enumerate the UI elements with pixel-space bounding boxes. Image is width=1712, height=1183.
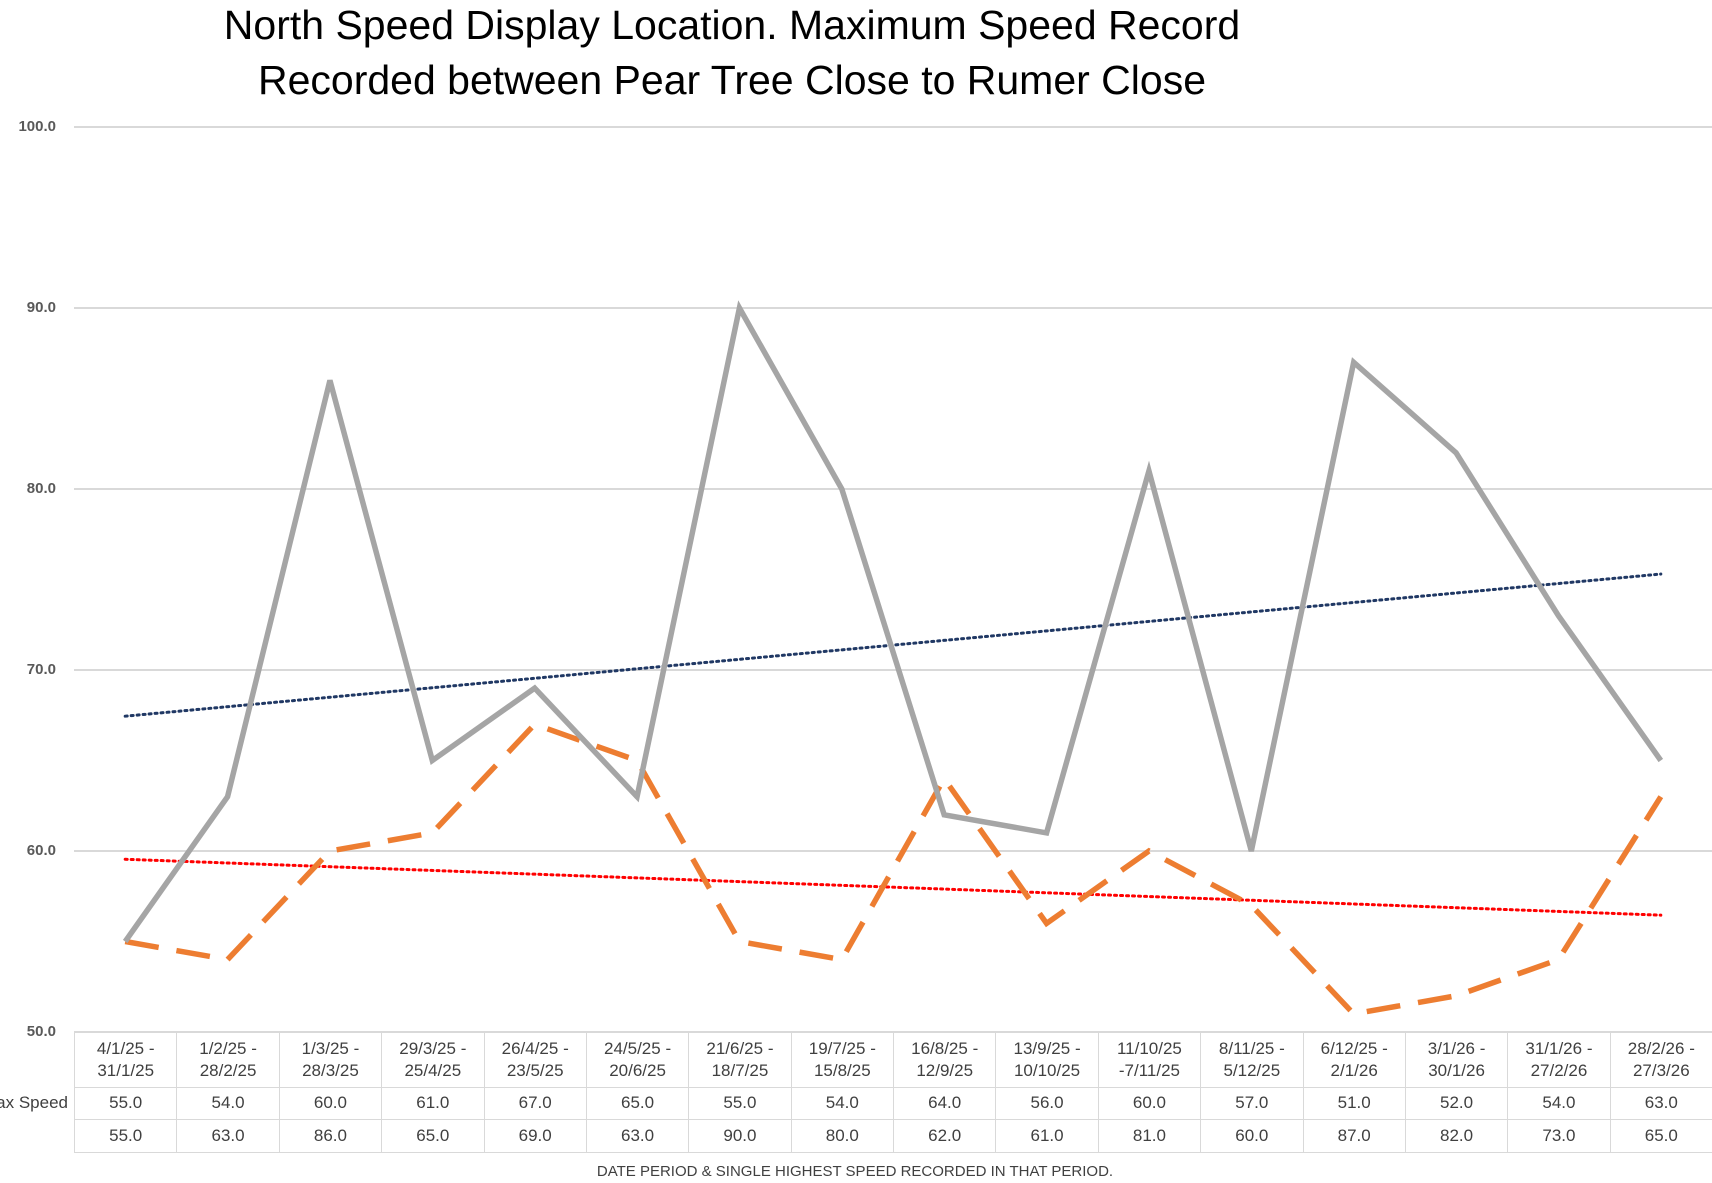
table-value: 65.0: [585, 1087, 690, 1120]
x-tick-label: 4/1/25 - 31/1/25: [74, 1032, 178, 1088]
y-tick-label: 50.0: [27, 1023, 56, 1040]
table-value: 54.0: [176, 1087, 280, 1120]
table-value: 61.0: [995, 1119, 1099, 1153]
table-value: 81.0: [1097, 1119, 1202, 1153]
table-value: 55.0: [74, 1119, 178, 1153]
legend-label: ax Speed: [0, 1093, 68, 1112]
x-tick-label: 16/8/25 - 12/9/25: [893, 1032, 997, 1088]
x-tick-label: 19/7/25 - 15/8/25: [790, 1032, 894, 1088]
table-value: 86.0: [278, 1119, 383, 1153]
table-value: 65.0: [1609, 1119, 1712, 1153]
chart-title: Recorded between Pear Tree Close to Rume…: [258, 57, 1206, 103]
table-value: 63.0: [1609, 1087, 1712, 1120]
x-tick-label: 21/6/25 - 18/7/25: [688, 1032, 792, 1088]
x-tick-label: 1/3/25 - 28/3/25: [278, 1032, 383, 1088]
table-value: 52.0: [1404, 1087, 1509, 1120]
table-value: 63.0: [176, 1119, 280, 1153]
table-value: 69.0: [483, 1119, 587, 1153]
x-axis-label: DATE PERIOD & SINGLE HIGHEST SPEED RECOR…: [597, 1163, 1113, 1180]
table-value: 55.0: [688, 1087, 792, 1120]
x-tick-label: 11/10/25 -7/11/25: [1097, 1032, 1202, 1088]
x-tick-label: 28/2/26 - 27/3/26: [1609, 1032, 1712, 1088]
y-tick-label: 100.0: [18, 118, 56, 135]
table-value: 55.0: [74, 1087, 178, 1120]
y-tick-label: 90.0: [27, 299, 56, 316]
chart-title: North Speed Display Location. Maximum Sp…: [224, 2, 1240, 48]
table-value: 63.0: [585, 1119, 690, 1153]
table-value: 73.0: [1507, 1119, 1611, 1153]
table-value: 67.0: [483, 1087, 587, 1120]
table-value: 64.0: [893, 1087, 997, 1120]
x-tick-label: 1/2/25 - 28/2/25: [176, 1032, 280, 1088]
table-value: 54.0: [790, 1087, 894, 1120]
table-value: 57.0: [1200, 1087, 1304, 1120]
x-tick-label: 31/1/26 - 27/2/26: [1507, 1032, 1611, 1088]
table-value: 60.0: [1097, 1087, 1202, 1120]
y-tick-label: 60.0: [27, 842, 56, 859]
table-value: 80.0: [790, 1119, 894, 1153]
x-tick-label: 3/1/26 - 30/1/26: [1404, 1032, 1509, 1088]
table-value: 65.0: [381, 1119, 485, 1153]
x-tick-label: 6/12/25 - 2/1/26: [1302, 1032, 1406, 1088]
table-value: 60.0: [1200, 1119, 1304, 1153]
table-value: 87.0: [1302, 1119, 1406, 1153]
series-line: [124, 721, 1664, 1017]
table-value: 62.0: [893, 1119, 997, 1153]
y-tick-label: 70.0: [27, 661, 56, 678]
trendline: [123, 857, 1663, 917]
x-tick-label: 8/11/25 - 5/12/25: [1200, 1032, 1304, 1088]
table-value: 51.0: [1302, 1087, 1406, 1120]
table-value: 60.0: [278, 1087, 383, 1120]
table-value: 54.0: [1507, 1087, 1611, 1120]
x-tick-label: 13/9/25 - 10/10/25: [995, 1032, 1099, 1088]
table-value: 61.0: [381, 1087, 485, 1120]
series-line: [122, 300, 1664, 944]
x-tick-label: 29/3/25 - 25/4/25: [381, 1032, 485, 1088]
table-value: 56.0: [995, 1087, 1099, 1120]
table-value: 90.0: [688, 1119, 792, 1153]
x-tick-label: 26/4/25 - 23/5/25: [483, 1032, 587, 1088]
x-tick-label: 24/5/25 - 20/6/25: [585, 1032, 690, 1088]
table-value: 82.0: [1404, 1119, 1509, 1153]
y-tick-label: 80.0: [27, 480, 56, 497]
